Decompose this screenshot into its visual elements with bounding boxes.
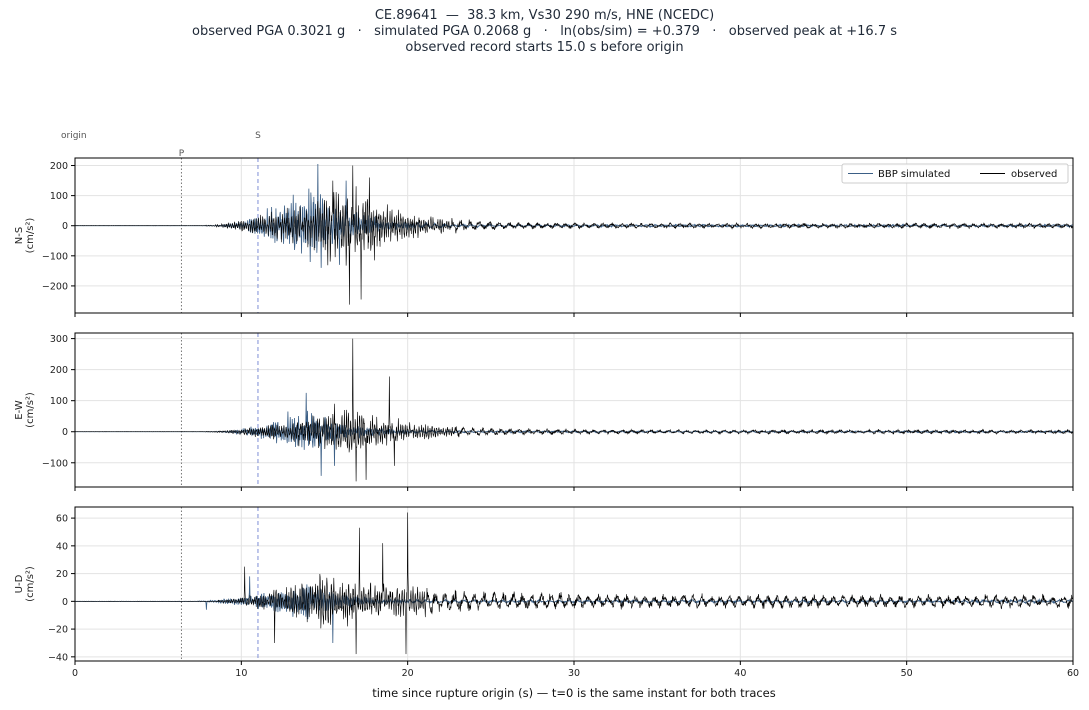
y-tick-label: 60 bbox=[56, 514, 68, 525]
title-line-1: CE.89641 — 38.3 km, Vs30 290 m/s, HNE (N… bbox=[374, 8, 715, 23]
y-tick-label: 0 bbox=[62, 427, 68, 438]
y-tick-label: 200 bbox=[50, 365, 68, 376]
x-tick-label: 30 bbox=[568, 668, 580, 679]
x-axis-label: time since rupture origin (s) — t=0 is t… bbox=[372, 686, 776, 700]
y-tick-label: −100 bbox=[42, 251, 68, 262]
y-tick-label: −40 bbox=[48, 652, 68, 663]
series-simulated-line bbox=[74, 576, 1074, 643]
x-tick-label: 10 bbox=[235, 668, 247, 679]
series-observed-line bbox=[75, 338, 1074, 482]
legend-entry: observed bbox=[1011, 169, 1057, 180]
x-tick-label: 60 bbox=[1067, 668, 1079, 679]
y-tick-label: 300 bbox=[50, 334, 68, 345]
legend: BBP simulated observed bbox=[841, 163, 1069, 184]
chart-title: CE.89641 — 38.3 km, Vs30 290 m/s, HNE (N… bbox=[0, 8, 1089, 56]
y-axis-label: N-S(cm/s²) bbox=[14, 218, 36, 254]
y-tick-label: 40 bbox=[56, 541, 68, 552]
x-tick-label: 0 bbox=[72, 668, 78, 679]
x-tick-label: 20 bbox=[402, 668, 414, 679]
s-marker-label: S bbox=[255, 131, 261, 141]
y-tick-label: 0 bbox=[62, 597, 68, 608]
y-tick-label: −200 bbox=[42, 281, 68, 292]
origin-marker-label: origin bbox=[61, 131, 87, 141]
panel-2: −100 0 100 200 300 E-W(cm/s²) bbox=[14, 332, 1074, 491]
panel-3: −40 −20 0 20 40 60 U-D(cm/s²) bbox=[14, 506, 1074, 665]
x-tick-label: 50 bbox=[901, 668, 913, 679]
title-line-3: observed record starts 15.0 s before ori… bbox=[405, 40, 684, 55]
p-marker-label: P bbox=[179, 149, 185, 159]
legend-box bbox=[841, 163, 1069, 184]
y-tick-label: 200 bbox=[50, 161, 68, 172]
y-tick-label: 0 bbox=[62, 221, 68, 232]
series-observed-line bbox=[74, 512, 1074, 655]
y-tick-label: 20 bbox=[56, 569, 68, 580]
y-tick-label: −100 bbox=[42, 458, 68, 469]
y-axis-label: U-D(cm/s²) bbox=[14, 566, 36, 602]
x-tick-label: 40 bbox=[734, 668, 746, 679]
y-tick-label: −20 bbox=[48, 625, 68, 636]
legend-entry: BBP simulated bbox=[878, 169, 950, 180]
y-tick-label: 100 bbox=[50, 396, 68, 407]
title-line-2: observed PGA 0.3021 g · simulated PGA 0.… bbox=[191, 24, 898, 39]
y-axis-label: E-W(cm/s²) bbox=[14, 392, 36, 428]
y-tick-label: 100 bbox=[50, 191, 68, 202]
series-observed-line bbox=[74, 165, 1074, 305]
